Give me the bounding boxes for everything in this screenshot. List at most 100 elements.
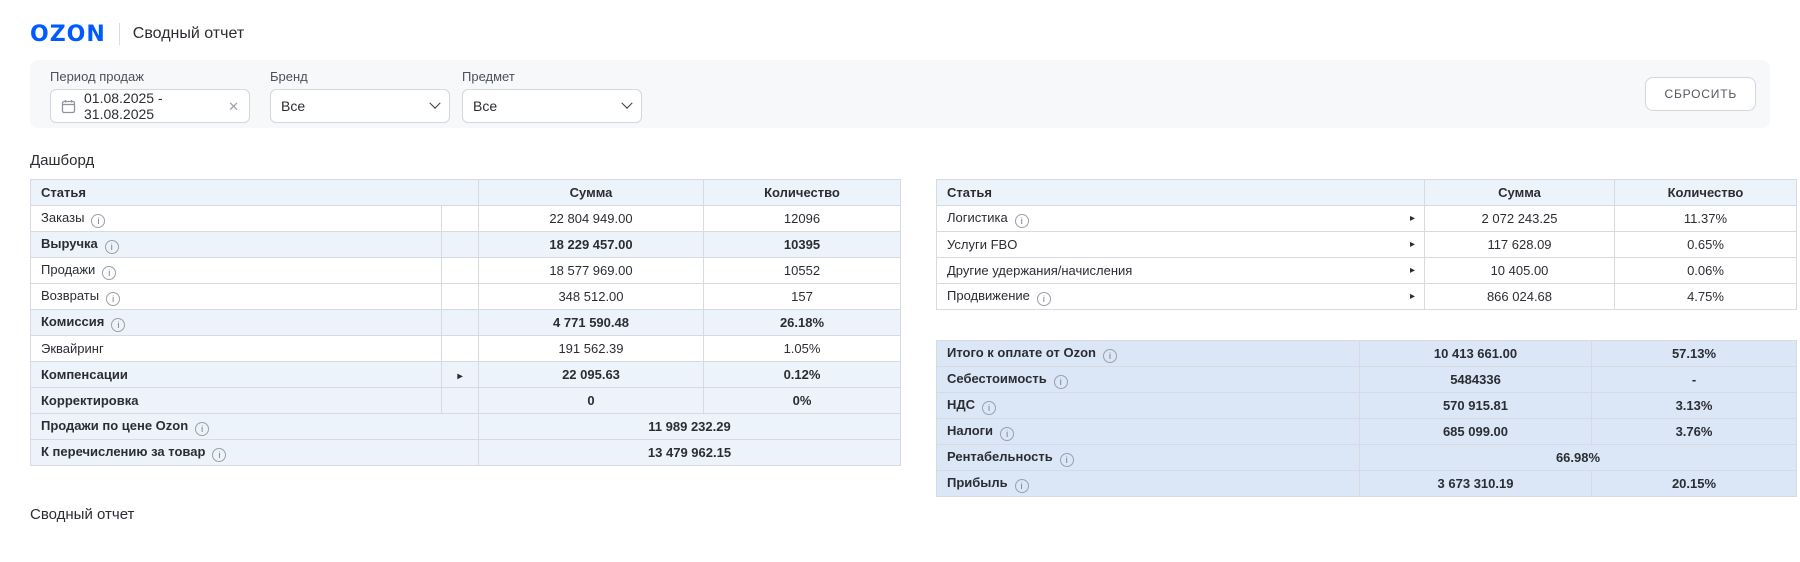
row-label: Продажи: [41, 261, 96, 277]
stat-cell: К перечислению за товар: [30, 439, 479, 466]
header-row: Статья Сумма Количество: [936, 179, 1797, 206]
sum-cell: 191 562.39: [478, 335, 704, 362]
info-icon[interactable]: [102, 265, 117, 280]
qty-cell: 1.05%: [703, 335, 901, 362]
sum-cell: 685 099.00: [1359, 418, 1592, 445]
subject-select[interactable]: Все: [462, 89, 642, 123]
column-header-qty: Количество: [703, 179, 901, 206]
sum-cell: 2 072 243.25: [1424, 205, 1615, 232]
info-icon[interactable]: [195, 421, 210, 436]
info-icon[interactable]: [91, 213, 106, 228]
stat-cell: Комиссия: [30, 309, 442, 336]
merged-value-cell: 11 989 232.29: [478, 413, 901, 440]
info-icon[interactable]: [1014, 213, 1029, 228]
qty-cell: 20.15%: [1591, 470, 1797, 497]
sum-cell: 348 512.00: [478, 283, 704, 310]
header-divider: [118, 23, 120, 45]
stat-cell: Другие удержания/начисления: [936, 257, 1425, 284]
stat-cell: Прибыль: [936, 470, 1360, 497]
row-label: Выручка: [41, 235, 98, 251]
expand-icon[interactable]: [1410, 240, 1415, 250]
column-header-sum: Сумма: [1424, 179, 1615, 206]
qty-cell: 10552: [703, 257, 901, 284]
sum-cell: 18 577 969.00: [478, 257, 704, 284]
sum-cell: 117 628.09: [1424, 231, 1615, 258]
info-icon[interactable]: [104, 239, 119, 254]
info-icon[interactable]: [111, 317, 126, 332]
table-row: Налоги 685 099.003.76%: [936, 418, 1797, 445]
info-icon[interactable]: [212, 447, 227, 462]
sum-cell: 570 915.81: [1359, 392, 1592, 419]
qty-cell: -: [1591, 366, 1797, 393]
expand-icon[interactable]: [457, 371, 462, 382]
chevron-down-icon: [429, 97, 441, 109]
brand-label: Бренд: [270, 69, 308, 84]
column-header-stat: Статья: [936, 179, 1425, 206]
table-row: НДС 570 915.813.13%: [936, 392, 1797, 419]
qty-cell: 3.13%: [1591, 392, 1797, 419]
info-icon[interactable]: [1014, 478, 1029, 493]
row-label: К перечислению за товар: [41, 443, 206, 459]
sum-cell: 22 804 949.00: [478, 205, 704, 232]
expand-cell: [441, 205, 479, 232]
brand-select[interactable]: Все: [270, 89, 450, 123]
info-icon[interactable]: [1053, 374, 1068, 389]
row-label: Рентабельность: [947, 448, 1053, 464]
ozon-logo: OZON: [30, 21, 106, 47]
reset-button[interactable]: СБРОСИТЬ: [1645, 77, 1756, 111]
info-icon[interactable]: [1102, 348, 1117, 363]
stat-cell: Возвраты: [30, 283, 442, 310]
qty-cell: 0%: [703, 387, 901, 414]
subject-label: Предмет: [462, 69, 515, 84]
stat-cell: Себестоимость: [936, 366, 1360, 393]
subject-value: Все: [473, 98, 498, 114]
info-icon[interactable]: [1000, 426, 1015, 441]
expand-icon[interactable]: [1410, 292, 1415, 302]
clear-icon[interactable]: [228, 100, 239, 113]
filter-panel: Период продаж 01.08.2025 - 31.08.2025 Бр…: [30, 60, 1770, 128]
sum-cell: 18 229 457.00: [478, 231, 704, 258]
expand-cell: [441, 231, 479, 258]
column-header-sum: Сумма: [478, 179, 704, 206]
stat-cell: Услуги FBO: [936, 231, 1425, 258]
expand-cell: [441, 335, 479, 362]
period-filter: Период продаж 01.08.2025 - 31.08.2025: [50, 69, 250, 123]
info-icon[interactable]: [1036, 291, 1051, 306]
period-label: Период продаж: [50, 69, 144, 84]
merged-value-cell: 13 479 962.15: [478, 439, 901, 466]
row-label: Налоги: [947, 422, 994, 438]
qty-cell: 57.13%: [1591, 340, 1797, 367]
sum-cell: 866 024.68: [1424, 283, 1615, 310]
expand-cell[interactable]: [441, 361, 479, 388]
sum-cell: 3 673 310.19: [1359, 470, 1592, 497]
expand-icon[interactable]: [1410, 214, 1415, 224]
info-icon[interactable]: [982, 400, 997, 415]
qty-cell: 0.65%: [1614, 231, 1797, 258]
dashboard-section-title: Дашборд: [30, 152, 95, 169]
expand-cell: [441, 283, 479, 310]
expand-icon[interactable]: [1410, 266, 1415, 276]
stat-cell: Продвижение: [936, 283, 1425, 310]
period-date-input[interactable]: 01.08.2025 - 31.08.2025: [50, 89, 250, 123]
qty-cell: 11.37%: [1614, 205, 1797, 232]
dashboard-tables: СтатьяСуммаКоличествоЗаказы22 804 949.00…: [30, 179, 1800, 497]
sum-cell: 5484336: [1359, 366, 1592, 393]
info-icon[interactable]: [1059, 452, 1074, 467]
row-label: Прибыль: [947, 474, 1008, 490]
row-label: Продажи по цене Ozon: [41, 417, 189, 433]
table-body: Итого к оплате от Ozon 10 413 661.0057.13…: [936, 340, 1797, 497]
info-icon[interactable]: [106, 291, 121, 306]
subject-filter: Предмет Все: [462, 69, 642, 123]
row-label: Возвраты: [41, 287, 100, 303]
row-label: Продвижение: [947, 287, 1030, 303]
